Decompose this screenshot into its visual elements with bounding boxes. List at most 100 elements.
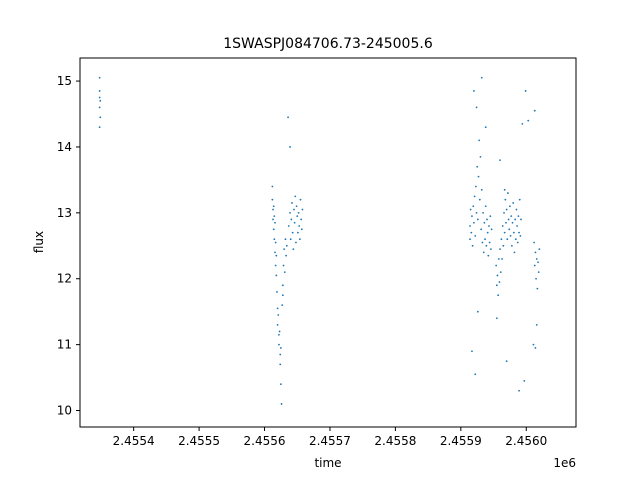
x-tick-label: 2.4559 <box>440 434 482 448</box>
data-point <box>534 347 537 349</box>
data-point <box>497 258 500 260</box>
data-point <box>475 106 478 109</box>
data-point <box>289 146 291 148</box>
data-point <box>276 307 279 310</box>
data-point <box>538 248 541 250</box>
y-tick-label: 13 <box>57 206 72 220</box>
data-point <box>519 235 522 237</box>
data-point <box>272 218 274 221</box>
data-point <box>98 126 101 129</box>
data-point <box>487 254 490 257</box>
data-point <box>503 188 506 191</box>
data-point <box>533 109 536 112</box>
y-tick-label: 10 <box>57 404 72 418</box>
data-point <box>520 218 522 221</box>
data-point <box>289 238 292 241</box>
data-point <box>499 248 501 250</box>
data-point <box>471 244 474 247</box>
data-point <box>274 221 276 224</box>
data-point <box>283 248 286 250</box>
chart-title: 1SWASPJ084706.73-245005.6 <box>223 36 433 52</box>
data-point <box>273 238 276 241</box>
data-point <box>290 218 293 221</box>
x-tick-label: 2.4558 <box>374 434 416 448</box>
data-point <box>295 205 298 208</box>
x-axis-offset-label: 1e6 <box>553 456 576 470</box>
data-point <box>518 389 520 392</box>
data-point <box>495 264 498 267</box>
data-point <box>488 225 490 227</box>
data-point <box>272 208 274 211</box>
data-point <box>505 208 508 211</box>
data-point <box>480 228 483 231</box>
data-point <box>292 248 295 250</box>
data-point <box>287 225 290 227</box>
data-point <box>503 231 506 234</box>
data-point <box>98 96 101 99</box>
data-point <box>535 258 538 260</box>
data-point <box>298 225 301 227</box>
data-points <box>98 76 541 405</box>
y-tick-label: 11 <box>57 338 72 352</box>
x-tick-label: 2.4560 <box>505 434 547 448</box>
data-point <box>516 241 519 244</box>
data-point <box>486 231 489 234</box>
data-point <box>490 248 492 250</box>
data-point <box>272 228 275 231</box>
data-point <box>274 264 277 267</box>
data-point <box>297 211 300 214</box>
data-point <box>513 251 516 254</box>
data-point <box>274 241 277 244</box>
data-point <box>496 274 499 277</box>
data-point <box>276 323 279 326</box>
data-point <box>510 244 513 247</box>
data-point <box>289 211 291 214</box>
data-point <box>488 241 491 244</box>
y-tick-label: 15 <box>57 74 72 88</box>
data-point <box>274 251 276 254</box>
data-point <box>281 284 284 287</box>
data-point <box>490 228 493 231</box>
data-point <box>475 211 478 214</box>
data-point <box>500 238 503 241</box>
data-point <box>474 235 477 237</box>
data-point <box>300 218 303 221</box>
y-axis: 10 11 12 13 14 15 <box>57 74 80 418</box>
y-tick-label: 12 <box>57 272 72 286</box>
data-point <box>479 155 482 158</box>
data-point <box>484 238 486 241</box>
data-point <box>300 228 303 231</box>
data-point <box>533 264 536 267</box>
data-point <box>509 205 511 208</box>
data-point <box>516 225 519 227</box>
data-point <box>99 116 102 119</box>
y-tick-label: 14 <box>57 140 72 154</box>
data-point <box>486 218 488 221</box>
data-point <box>471 215 473 218</box>
x-axis: 2.4554 2.4555 2.4556 2.4557 2.4558 2.4559 2.45… <box>113 427 547 448</box>
data-point <box>532 343 535 346</box>
data-point <box>502 244 505 247</box>
data-point <box>284 238 287 241</box>
data-point <box>279 363 282 366</box>
data-point <box>291 202 293 204</box>
data-point <box>271 185 274 188</box>
data-point <box>480 76 483 79</box>
data-point <box>537 271 540 274</box>
data-point <box>99 99 102 102</box>
data-point <box>296 215 299 218</box>
data-point <box>476 310 479 313</box>
data-point <box>495 284 498 287</box>
data-point <box>505 221 507 224</box>
data-point <box>474 373 477 376</box>
data-point <box>506 238 509 241</box>
data-point <box>515 208 518 211</box>
data-point <box>484 126 487 129</box>
data-point <box>507 218 510 221</box>
data-point <box>474 185 477 188</box>
data-point <box>482 211 484 214</box>
data-point <box>297 231 299 234</box>
data-point <box>499 159 501 162</box>
data-point <box>484 205 487 208</box>
data-point <box>278 330 281 333</box>
